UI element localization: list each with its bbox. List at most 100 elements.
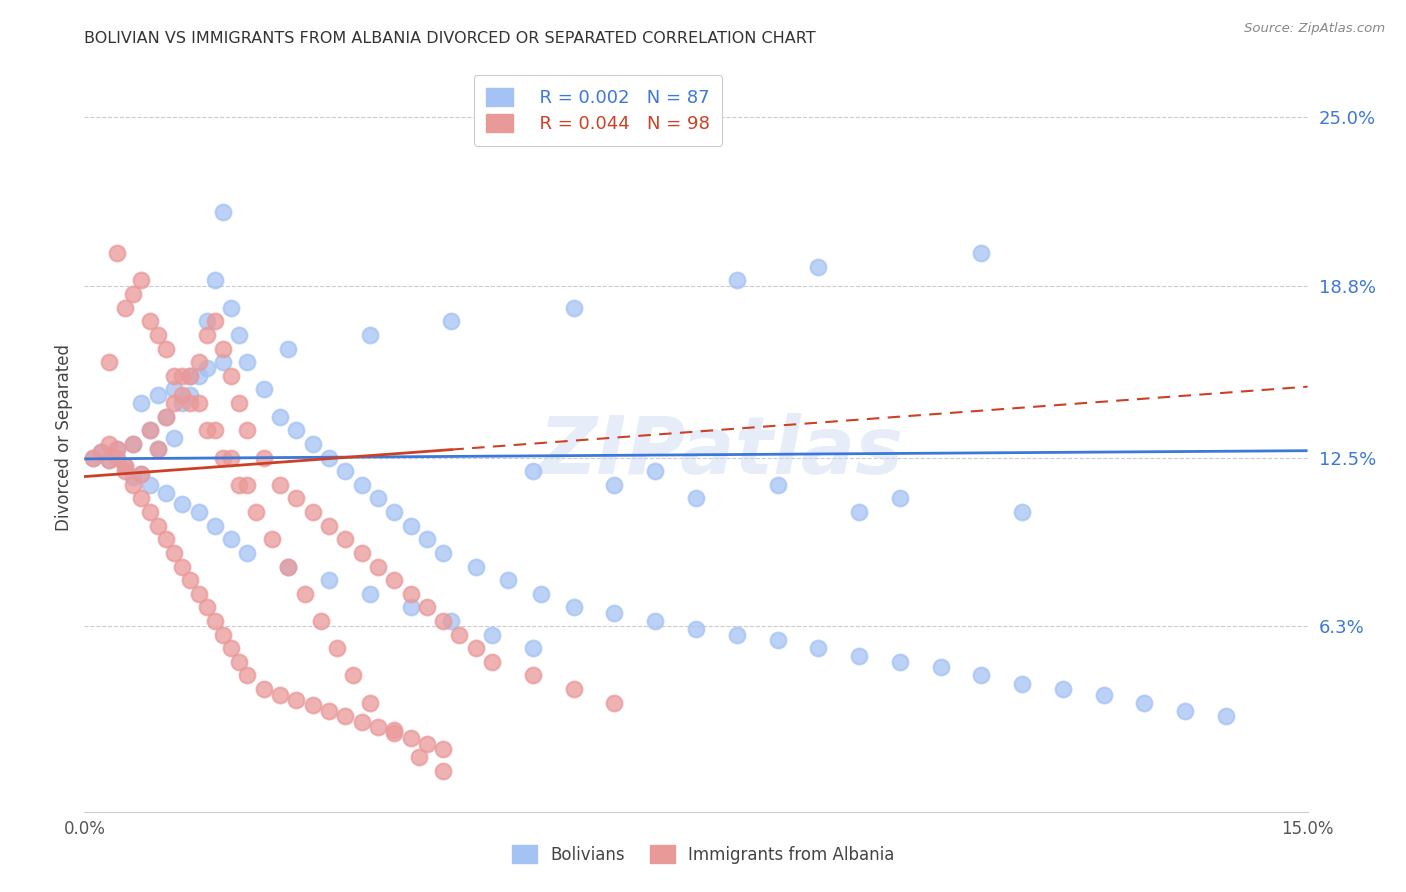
Point (277, 342, 299, 356)
Point (382, 725, 405, 739)
Point (146, 388, 169, 402)
Point (350, 477, 373, 491)
Point (195, 423, 218, 437)
Point (179, 368, 201, 383)
Point (105, 450, 128, 465)
Point (204, 314, 226, 328)
Point (416, 600, 439, 615)
Point (562, 682, 585, 697)
Point (155, 409, 177, 424)
Point (318, 573, 340, 587)
Point (187, 587, 209, 601)
Point (212, 205, 235, 219)
Point (359, 587, 381, 601)
Point (464, 559, 486, 574)
Point (399, 600, 422, 615)
Point (97, 453, 120, 467)
Point (301, 698, 323, 713)
Point (90, 445, 112, 459)
Point (644, 614, 666, 628)
Point (603, 696, 626, 710)
Point (131, 491, 153, 506)
Point (603, 477, 626, 491)
Point (155, 342, 177, 356)
Point (204, 273, 226, 287)
Point (408, 750, 430, 764)
Point (1133, 696, 1156, 710)
Point (318, 518, 340, 533)
Point (889, 655, 911, 669)
Point (725, 627, 748, 641)
Point (179, 573, 201, 587)
Point (766, 633, 789, 648)
Point (219, 641, 242, 656)
Point (90, 445, 112, 459)
Point (848, 649, 870, 664)
Point (335, 464, 357, 478)
Point (172, 388, 194, 402)
Point (204, 518, 226, 533)
Point (285, 693, 308, 707)
Point (440, 614, 463, 628)
Point (970, 668, 993, 682)
Point (187, 505, 209, 519)
Point (138, 423, 160, 437)
Point (146, 442, 169, 457)
Point (172, 559, 194, 574)
Legend: Bolivians, Immigrants from Albania: Bolivians, Immigrants from Albania (505, 838, 901, 871)
Point (285, 491, 308, 506)
Point (163, 383, 186, 397)
Y-axis label: Divorced or Separated: Divorced or Separated (55, 343, 73, 531)
Point (253, 383, 276, 397)
Point (179, 396, 201, 410)
Point (114, 458, 136, 473)
Point (309, 614, 332, 628)
Point (105, 442, 128, 457)
Point (432, 546, 454, 560)
Point (889, 491, 911, 506)
Point (382, 573, 405, 587)
Point (138, 423, 160, 437)
Point (97, 453, 120, 467)
Point (449, 627, 471, 641)
Point (138, 505, 160, 519)
Point (114, 464, 136, 478)
Point (236, 668, 259, 682)
Point (1092, 688, 1115, 702)
Point (195, 600, 218, 615)
Point (367, 559, 389, 574)
Point (481, 655, 503, 669)
Point (187, 396, 209, 410)
Point (685, 491, 707, 506)
Point (301, 505, 323, 519)
Point (367, 491, 389, 506)
Point (416, 737, 439, 751)
Point (350, 714, 373, 729)
Point (163, 396, 186, 410)
Point (269, 477, 291, 491)
Point (138, 477, 160, 491)
Point (285, 423, 308, 437)
Point (172, 396, 194, 410)
Point (146, 442, 169, 457)
Point (236, 355, 259, 369)
Point (114, 458, 136, 473)
Point (179, 388, 201, 402)
Point (236, 477, 259, 491)
Point (122, 469, 145, 483)
Point (562, 600, 585, 615)
Legend:   R = 0.002   N = 87,   R = 0.044   N = 98: R = 0.002 N = 87, R = 0.044 N = 98 (474, 75, 723, 145)
Text: Source: ZipAtlas.com: Source: ZipAtlas.com (1244, 22, 1385, 36)
Point (212, 355, 235, 369)
Point (522, 641, 544, 656)
Point (212, 450, 235, 465)
Point (114, 301, 136, 315)
Point (163, 546, 186, 560)
Point (82, 450, 104, 465)
Point (212, 627, 235, 641)
Point (440, 314, 463, 328)
Point (228, 477, 250, 491)
Point (522, 464, 544, 478)
Point (253, 450, 276, 465)
Point (204, 423, 226, 437)
